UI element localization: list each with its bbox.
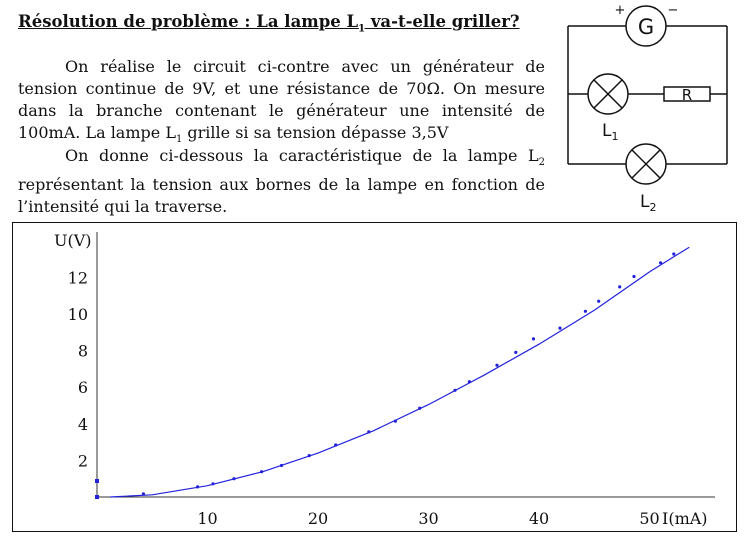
data-point <box>495 363 499 367</box>
data-point <box>514 350 518 354</box>
y-tick-label: 10 <box>68 305 88 324</box>
lamp-2-symbol: L2 <box>625 143 667 214</box>
minus-sign: − <box>668 3 679 18</box>
data-point <box>453 388 457 392</box>
data-point <box>531 337 536 341</box>
origin-marker <box>95 495 99 499</box>
y-tick-label: 4 <box>78 415 88 434</box>
data-point <box>279 463 284 468</box>
resistor-symbol: R <box>663 86 711 104</box>
data-point <box>307 454 311 458</box>
y-tick-label: 6 <box>78 378 88 397</box>
data-point <box>260 470 264 474</box>
data-point <box>418 406 422 410</box>
data-point <box>618 285 622 289</box>
lamp-1-label: L1 <box>602 121 618 143</box>
data-point <box>632 274 636 279</box>
generator-label: G <box>638 15 654 39</box>
y-tick-label: 8 <box>78 342 88 361</box>
fit-curve <box>110 246 690 498</box>
y-axis-label: U(V) <box>54 231 92 250</box>
data-points <box>141 252 676 496</box>
x-axis-label: I(mA) <box>662 509 708 528</box>
x-tick-label: 50 <box>639 509 659 528</box>
data-point <box>367 430 371 434</box>
data-point <box>558 326 562 330</box>
generator-symbol: G + − <box>615 3 679 47</box>
paragraph-characteristic: On donne ci-dessous la caractéristique d… <box>18 146 545 217</box>
paragraph-circuit-description: On réalise le circuit ci-contre avec un … <box>18 57 545 146</box>
x-tick-label: 30 <box>418 509 438 528</box>
data-point <box>583 309 588 313</box>
data-point <box>467 380 471 384</box>
x-tick-label: 10 <box>197 509 217 528</box>
plus-sign: + <box>615 3 626 18</box>
resistor-label: R <box>682 86 692 104</box>
axis-marker <box>95 479 99 483</box>
data-point <box>659 261 663 265</box>
y-tick-label: 12 <box>68 268 88 287</box>
data-point <box>393 419 397 423</box>
data-point <box>334 443 338 447</box>
x-tick-label: 20 <box>308 509 328 528</box>
y-tick-label: 2 <box>78 451 88 470</box>
data-point <box>672 252 676 256</box>
data-point <box>597 299 601 303</box>
data-point <box>196 485 200 489</box>
data-point <box>211 482 215 486</box>
exercise-title: Résolution de problème : La lampe L1 va-… <box>18 12 520 35</box>
x-tick-label: 40 <box>529 509 549 528</box>
data-point <box>141 492 145 496</box>
x-ticks: 10 20 30 40 50 <box>197 509 659 528</box>
circuit-diagram: G + − L1 R L2 <box>567 3 728 214</box>
lamp-1-symbol: L1 <box>587 73 629 143</box>
characteristic-chart: U(V) I(mA) 10 20 30 40 50 2 4 6 8 10 12 <box>54 231 715 528</box>
graph-frame <box>12 222 737 532</box>
y-ticks: 2 4 6 8 10 12 <box>68 268 88 470</box>
lamp-2-label: L2 <box>640 192 656 214</box>
data-point <box>232 477 236 481</box>
